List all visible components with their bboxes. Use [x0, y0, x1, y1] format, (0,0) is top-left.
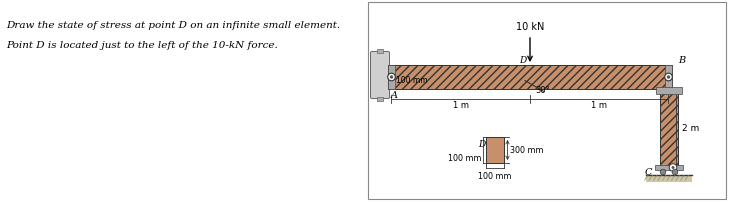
Bar — [377, 50, 383, 54]
Text: 10 kN: 10 kN — [516, 22, 544, 32]
FancyBboxPatch shape — [370, 52, 389, 99]
Text: 100 mm: 100 mm — [478, 171, 512, 180]
Circle shape — [389, 76, 393, 79]
Text: B: B — [678, 56, 685, 65]
Bar — [656, 87, 682, 95]
Text: 300 mm: 300 mm — [510, 146, 543, 155]
Text: A: A — [390, 90, 397, 100]
Circle shape — [669, 164, 677, 171]
Text: D: D — [478, 139, 485, 148]
Text: 100 mm: 100 mm — [449, 153, 482, 162]
Bar — [646, 175, 692, 182]
Text: 2 m: 2 m — [682, 123, 699, 132]
Bar — [655, 165, 683, 170]
Circle shape — [388, 74, 395, 81]
Text: 1 m: 1 m — [453, 101, 468, 109]
Circle shape — [672, 169, 678, 175]
Bar — [377, 98, 383, 101]
Text: D: D — [519, 56, 526, 65]
Text: 30°: 30° — [535, 85, 550, 94]
Bar — [660, 89, 678, 166]
Circle shape — [667, 76, 671, 79]
Circle shape — [660, 169, 666, 175]
Bar — [368, 3, 726, 199]
Bar — [665, 66, 672, 89]
Bar — [486, 137, 504, 163]
Text: C: C — [644, 167, 652, 176]
Circle shape — [671, 166, 674, 169]
Text: Draw the state of stress at point D on an infinite small element.: Draw the state of stress at point D on a… — [6, 21, 340, 30]
Text: 1 m: 1 m — [591, 101, 608, 109]
Bar — [388, 66, 672, 89]
Text: Point D is located just to the left of the 10-kN force.: Point D is located just to the left of t… — [6, 41, 277, 50]
Circle shape — [665, 74, 672, 81]
Text: 100 mm: 100 mm — [396, 76, 427, 85]
Bar — [388, 66, 395, 89]
